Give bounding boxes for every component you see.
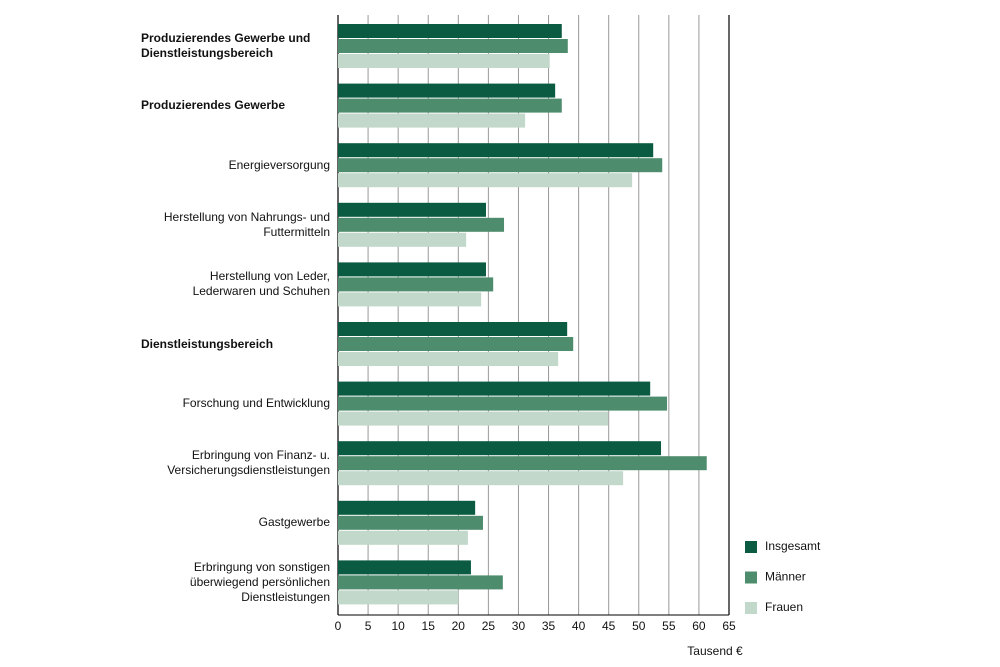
legend-swatch [745, 602, 757, 614]
bar [338, 98, 562, 113]
x-tick-label: 15 [422, 619, 436, 633]
y-tick-label: Erbringung von Finanz- u. Versicherungsd… [167, 448, 330, 478]
bar [338, 500, 476, 515]
y-tick-label: Erbringung von sonstigen überwiegend per… [189, 559, 330, 604]
bar [338, 456, 707, 471]
x-tick-label: 60 [692, 619, 706, 633]
legend-swatch [745, 571, 757, 584]
bar [338, 173, 633, 188]
bar [338, 441, 662, 456]
y-tick-label: Herstellung von Leder, Lederwaren und Sc… [192, 269, 330, 299]
bar [338, 54, 550, 68]
bar [338, 322, 568, 336]
x-tick-label: 65 [722, 619, 736, 633]
bar [338, 292, 482, 307]
bar [338, 590, 459, 605]
bar [338, 471, 624, 486]
x-tick-label: 40 [572, 619, 586, 633]
bar [338, 262, 486, 277]
y-tick-label: Herstellung von Nahrungs- und Futtermitt… [163, 209, 330, 239]
x-tick-label: 35 [542, 619, 556, 633]
x-tick-label: 50 [632, 619, 646, 633]
bar [338, 381, 651, 396]
bar [338, 560, 471, 575]
bar [338, 24, 562, 38]
bar [338, 575, 503, 590]
bar [338, 143, 654, 158]
bar [338, 530, 468, 545]
bar [338, 39, 568, 53]
bar [338, 337, 574, 351]
legend-label: Frauen [765, 600, 803, 614]
x-tick-label: 25 [482, 619, 496, 633]
x-tick-label: 30 [512, 619, 526, 633]
bar [338, 113, 526, 128]
bar [338, 232, 467, 247]
y-tick-label: Gastgewerbe [258, 515, 330, 530]
x-tick-label: 5 [365, 619, 372, 633]
bar [338, 515, 483, 530]
x-tick-label: 20 [452, 619, 466, 633]
legend-swatch [745, 541, 757, 553]
y-tick-label: Dienstleistungsbereich [141, 336, 274, 351]
x-tick-label: 0 [335, 619, 342, 633]
x-tick-label: 45 [602, 619, 616, 633]
bar [338, 396, 668, 411]
bar [338, 202, 486, 217]
y-tick-label: Produzierendes Gewerbe und Dienstleistun… [141, 31, 311, 60]
y-tick-label: Energieversorgung [228, 157, 330, 172]
bar [338, 277, 494, 292]
legend-label: Insgesamt [765, 539, 821, 553]
y-tick-label: Produzierendes Gewerbe [141, 98, 286, 113]
legend-label: Männer [765, 570, 806, 584]
bar [338, 352, 559, 366]
y-tick-label: Forschung und Entwicklung [182, 396, 330, 411]
bar [338, 83, 556, 98]
bar [338, 158, 663, 173]
bar [338, 411, 609, 426]
x-axis-label: Tausend € [687, 644, 743, 658]
x-tick-label: 10 [391, 619, 405, 633]
bar [338, 217, 505, 232]
x-tick-label: 55 [662, 619, 676, 633]
